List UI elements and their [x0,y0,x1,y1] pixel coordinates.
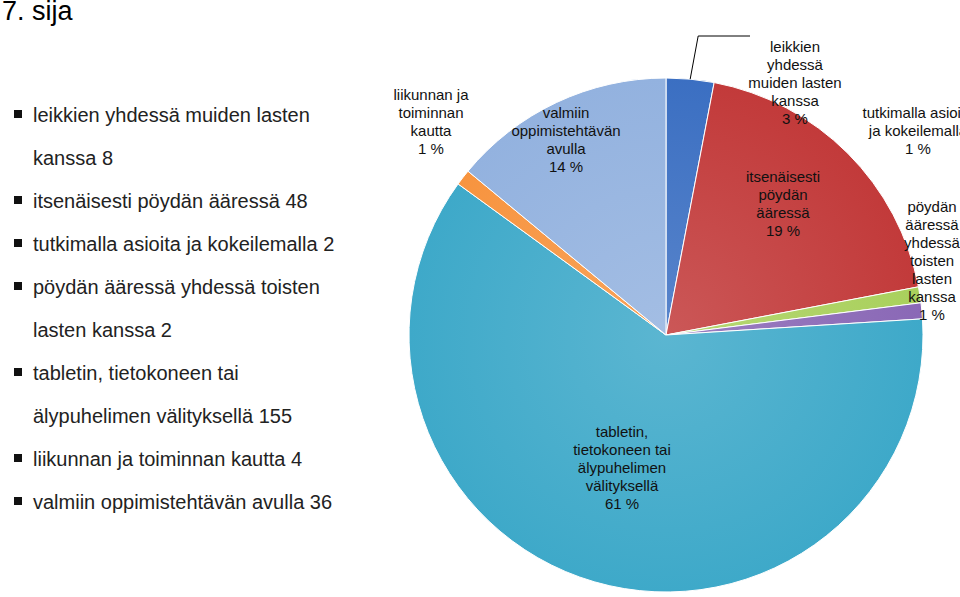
value-label: 1 % [919,306,945,323]
list-label: valmiin oppimistehtävän avulla [33,491,304,513]
list-count: 155 [259,405,292,427]
slice-label: liikunnan jatoiminnankautta [393,86,469,139]
list-label: tabletin, tietokoneen tai älypuhelimen v… [33,362,253,427]
list-label: liikunnan ja toiminnan kautta [33,448,285,470]
slice-label: pöydänääressäyhdessätoistenlastenkanssa [904,198,960,305]
list-count: 4 [291,448,302,470]
list-item: pöydän ääressä yhdessä toisten lasten ka… [14,266,339,352]
slice-label: valmiinoppimistehtävänavulla [511,104,620,157]
bullet [14,454,22,462]
value-label: 1 % [418,140,444,157]
data-labels: leikkienyhdessämuiden lastenkanssa3 % its… [393,36,960,512]
chart: leikkienyhdessämuiden lastenkanssa3 % its… [0,0,960,597]
slice-label: tutkimalla asioitaja kokeilemalla [863,104,960,139]
value-label: 19 % [766,222,800,239]
list-item: tutkimalla asioita ja kokeilemalla 2 [14,223,339,266]
list-count: 2 [161,319,172,341]
leader-line [690,36,750,79]
pie-slice [468,78,666,335]
list-label: leikkien yhdessä muiden lasten kanssa [33,104,310,169]
slice-label: tabletin,tietokoneen taiälypuhelimenväli… [573,423,671,494]
list-count: 36 [310,491,332,513]
pie [409,78,923,592]
bullet [14,239,22,247]
list-item: leikkien yhdessä muiden lasten kanssa 8 [14,94,339,180]
title: 7. sija [2,0,73,27]
list-label: tutkimalla asioita ja kokeilemalla [33,233,318,255]
list-item: liikunnan ja toiminnan kautta 4 [14,438,339,481]
list-count: 8 [102,147,113,169]
value-label: 1 % [905,140,931,157]
list-count: 48 [285,190,307,212]
bullet [14,196,22,204]
value-label: 14 % [549,158,583,175]
list-item: tabletin, tietokoneen tai älypuhelimen v… [14,352,339,438]
list-label: pöydän ääressä yhdessä toisten lasten ka… [33,276,320,341]
bullet [14,497,22,505]
slice-label: leikkienyhdessämuiden lastenkanssa [748,38,841,109]
bullet [14,282,22,290]
list-label: itsenäisesti pöydän ääressä [33,190,280,212]
list-count: 2 [323,233,334,255]
bullet [14,368,22,376]
list-item: itsenäisesti pöydän ääressä 48 [14,180,339,223]
value-label: 3 % [782,110,808,127]
list-item: valmiin oppimistehtävän avulla 36 [14,481,339,524]
count-list: leikkien yhdessä muiden lasten kanssa 8i… [14,94,339,524]
value-label: 61 % [605,495,639,512]
bullet [14,110,22,118]
slice-label: itsenäisestipöydänääressä [746,168,820,221]
